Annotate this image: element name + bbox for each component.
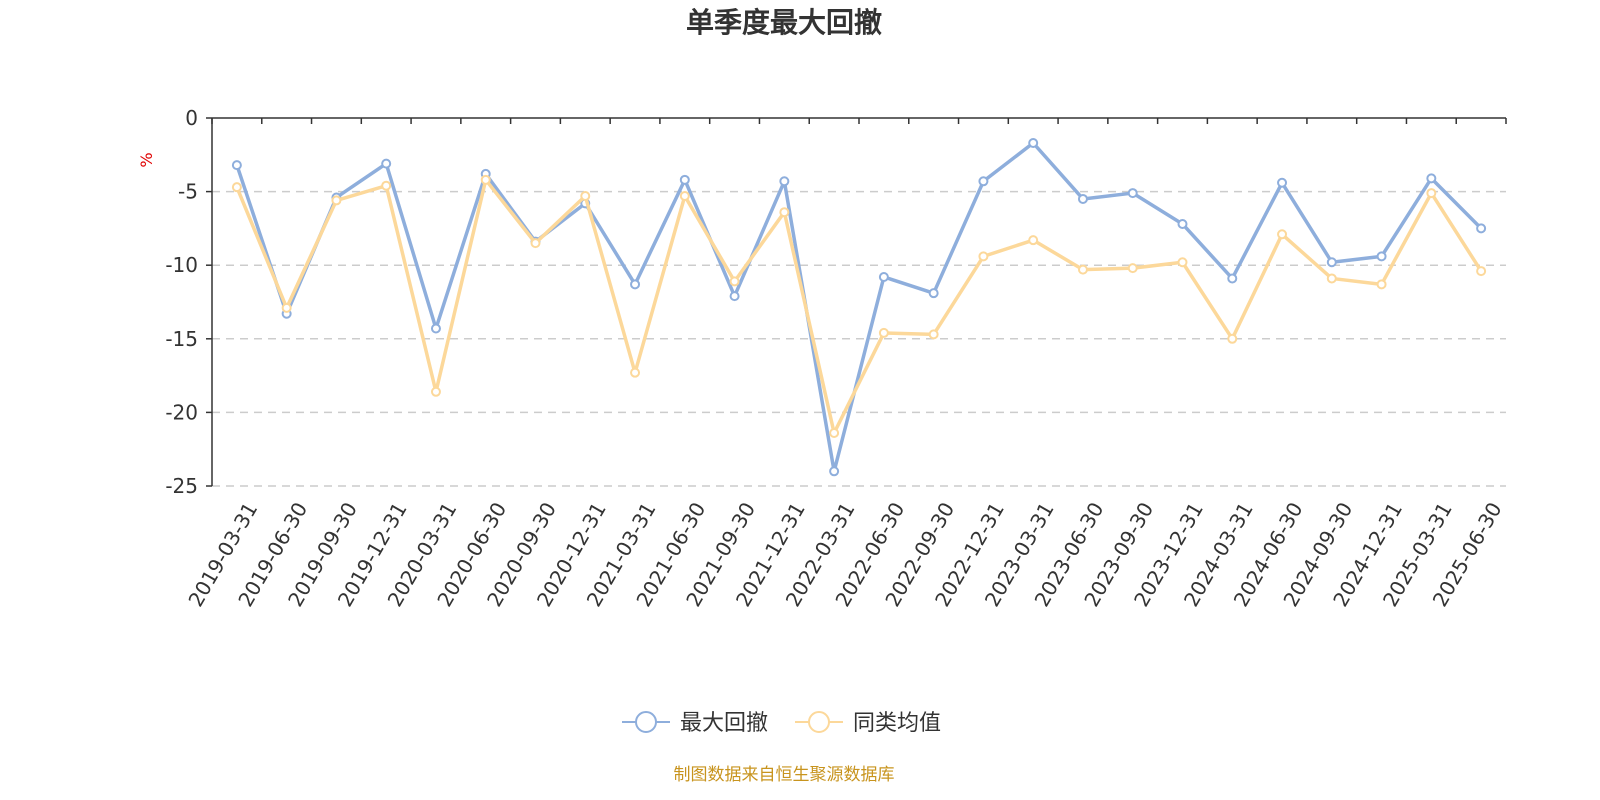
y-tick-label: -15 <box>165 327 198 351</box>
data-point[interactable] <box>1326 257 1337 268</box>
data-point[interactable] <box>430 386 441 397</box>
data-point[interactable] <box>679 191 690 202</box>
data-point[interactable] <box>580 191 591 202</box>
data-point[interactable] <box>1028 235 1039 246</box>
axis-layer: 0-5-10-15-20-252019-03-312019-06-302019-… <box>165 106 1507 611</box>
data-point[interactable] <box>779 176 790 187</box>
data-point[interactable] <box>530 238 541 249</box>
data-point[interactable] <box>1277 229 1288 240</box>
data-point[interactable] <box>1077 193 1088 204</box>
data-point[interactable] <box>231 160 242 171</box>
data-point[interactable] <box>829 428 840 439</box>
data-point[interactable] <box>1376 279 1387 290</box>
data-point[interactable] <box>1426 173 1437 184</box>
data-point[interactable] <box>978 176 989 187</box>
y-tick-label: -5 <box>178 180 198 204</box>
series-layer <box>231 138 1487 477</box>
data-point[interactable] <box>1326 273 1337 284</box>
legend-item[interactable]: 最大回撤 <box>622 711 768 736</box>
data-point[interactable] <box>1376 251 1387 262</box>
chart-title: 单季度最大回撤 <box>686 6 882 39</box>
data-point[interactable] <box>829 466 840 477</box>
y-tick-label: 0 <box>185 106 198 130</box>
data-point[interactable] <box>480 174 491 185</box>
data-point[interactable] <box>779 207 790 218</box>
data-point[interactable] <box>1227 333 1238 344</box>
data-point[interactable] <box>231 182 242 193</box>
data-point[interactable] <box>381 180 392 191</box>
legend[interactable]: 最大回撤 同类均值 <box>622 711 941 736</box>
grid-layer <box>212 190 1506 487</box>
data-point[interactable] <box>878 327 889 338</box>
legend-item[interactable]: 同类均值 <box>795 711 941 736</box>
data-point[interactable] <box>1077 264 1088 275</box>
data-point[interactable] <box>878 271 889 282</box>
data-point[interactable] <box>1127 188 1138 199</box>
data-point[interactable] <box>928 288 939 299</box>
data-point[interactable] <box>1227 273 1238 284</box>
series-2 <box>231 174 1487 439</box>
data-point[interactable] <box>928 329 939 340</box>
data-point[interactable] <box>1127 263 1138 274</box>
data-point[interactable] <box>1426 188 1437 199</box>
data-point[interactable] <box>331 195 342 206</box>
legend-label: 同类均值 <box>853 711 941 736</box>
y-axis-unit: % <box>137 152 156 167</box>
series-line <box>235 178 1483 435</box>
legend-label: 最大回撤 <box>680 711 768 736</box>
series-line <box>235 141 1483 474</box>
y-tick-label: -25 <box>165 474 198 498</box>
data-point[interactable] <box>729 276 740 287</box>
data-point[interactable] <box>729 291 740 302</box>
data-point[interactable] <box>381 158 392 169</box>
data-point[interactable] <box>630 279 641 290</box>
data-point[interactable] <box>1028 138 1039 149</box>
data-point[interactable] <box>1177 257 1188 268</box>
data-point[interactable] <box>1476 266 1487 277</box>
data-point[interactable] <box>679 174 690 185</box>
data-point[interactable] <box>1177 218 1188 229</box>
legend-marker-icon <box>635 711 657 733</box>
y-tick-label: -10 <box>165 253 198 277</box>
data-point[interactable] <box>630 367 641 378</box>
data-point[interactable] <box>978 251 989 262</box>
legend-marker-icon <box>808 711 830 733</box>
series-1 <box>231 138 1487 477</box>
data-point[interactable] <box>1476 223 1487 234</box>
data-point[interactable] <box>1277 177 1288 188</box>
data-point[interactable] <box>430 323 441 334</box>
data-point[interactable] <box>281 302 292 313</box>
data-source-note: 制图数据来自恒生聚源数据库 <box>674 765 895 785</box>
y-tick-label: -20 <box>165 400 198 424</box>
